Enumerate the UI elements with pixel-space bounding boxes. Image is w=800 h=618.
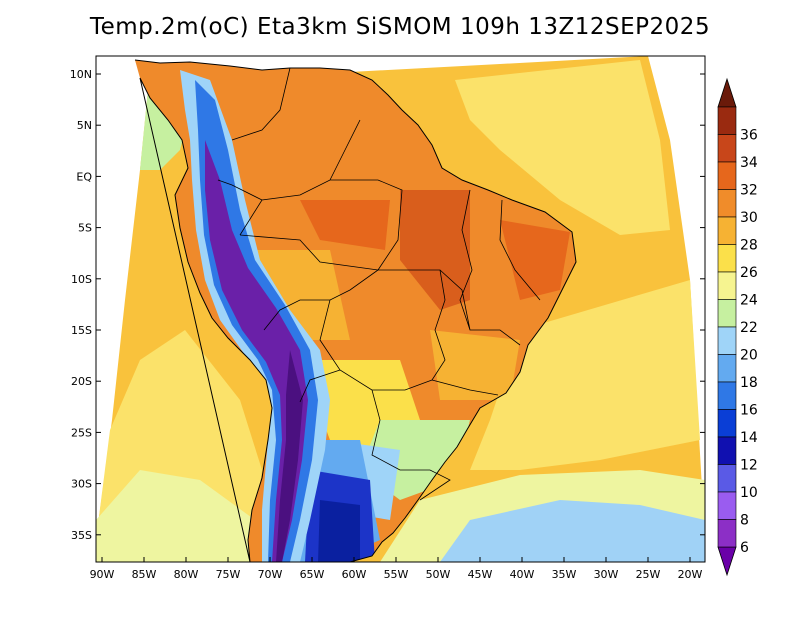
lon-tick-label: 90W bbox=[90, 568, 115, 581]
colorbar-label: 6 bbox=[740, 540, 749, 556]
lon-tick-label: 45W bbox=[468, 568, 493, 581]
colorbar-swatch bbox=[717, 271, 737, 300]
colorbar-swatch bbox=[717, 216, 737, 245]
colorbar-bottom-arrow bbox=[717, 546, 737, 577]
colorbar: 6 8 10 12 14 16 18 20 22 24 26 28 30 32 34 36 bbox=[717, 77, 758, 577]
lon-tick-label: 65W bbox=[300, 568, 325, 581]
colorbar-label: 28 bbox=[740, 238, 758, 254]
lon-tick-label: 60W bbox=[342, 568, 367, 581]
colorbar-label: 30 bbox=[740, 210, 758, 226]
lon-tick-label: 30W bbox=[594, 568, 619, 581]
lat-tick-label: 15S bbox=[71, 324, 92, 337]
lat-tick-label: 30S bbox=[71, 478, 92, 491]
ocean-cold-se bbox=[440, 500, 705, 562]
ocean-cool-south bbox=[96, 470, 255, 562]
coastline bbox=[134, 59, 577, 562]
colorbar-swatch bbox=[717, 491, 737, 520]
map-frame bbox=[95, 55, 706, 563]
lon-tick-label: 40W bbox=[510, 568, 535, 581]
colorbar-label: 26 bbox=[740, 265, 758, 281]
colorbar-label: 34 bbox=[740, 155, 758, 171]
lon-tick-label: 25W bbox=[636, 568, 661, 581]
lat-tick-label: 10N bbox=[70, 68, 92, 81]
map-title: Temp.2m(oC) Eta3km SiSMOM 109h 13Z12SEP2… bbox=[89, 14, 711, 40]
colorbar-label: 20 bbox=[740, 348, 758, 364]
colorbar-top-arrow bbox=[717, 77, 737, 108]
colorbar-label: 14 bbox=[740, 430, 758, 446]
longitude-axis: 90W 85W 80W 75W 70W 65W 60W 55W 50W 45W 40W 35W 30W 2… bbox=[90, 557, 703, 581]
lon-tick-label: 35W bbox=[552, 568, 577, 581]
colorbar-label: 32 bbox=[740, 183, 758, 199]
lat-tick-label: EQ bbox=[76, 170, 92, 183]
colorbar-swatch bbox=[717, 134, 737, 163]
lat-tick-label: 20S bbox=[71, 375, 92, 388]
lon-tick-label: 70W bbox=[258, 568, 283, 581]
colorbar-label: 18 bbox=[740, 375, 758, 391]
colorbar-label: 24 bbox=[740, 293, 758, 309]
colorbar-swatch bbox=[717, 106, 737, 135]
colorbar-swatch bbox=[717, 189, 737, 218]
lat-tick-label: 5S bbox=[78, 222, 92, 235]
colorbar-label: 10 bbox=[740, 485, 758, 501]
lon-tick-label: 85W bbox=[132, 568, 157, 581]
lon-tick-label: 55W bbox=[384, 568, 409, 581]
lon-tick-label: 20W bbox=[678, 568, 703, 581]
colorbar-label: 22 bbox=[740, 320, 758, 336]
colorbar-swatch bbox=[717, 161, 737, 190]
latitude-axis: 10N 5N EQ 5S 10S 15S 20S 25S 30S 35S bbox=[70, 68, 705, 542]
colorbar-swatch bbox=[717, 354, 737, 383]
lat-tick-label: 5N bbox=[77, 119, 92, 132]
lon-tick-label: 75W bbox=[216, 568, 241, 581]
colorbar-label: 8 bbox=[740, 513, 749, 529]
lon-tick-label: 80W bbox=[174, 568, 199, 581]
lon-tick-label: 50W bbox=[426, 568, 451, 581]
lat-tick-label: 25S bbox=[71, 426, 92, 439]
colorbar-label: 16 bbox=[740, 403, 758, 419]
ocean-mild-north bbox=[455, 60, 670, 235]
colorbar-label: 36 bbox=[740, 128, 758, 144]
colorbar-label: 12 bbox=[740, 458, 758, 474]
ocean-mild-south bbox=[470, 280, 700, 470]
lat-tick-label: 10S bbox=[71, 273, 92, 286]
colorbar-swatch bbox=[717, 244, 737, 273]
lat-tick-label: 35S bbox=[71, 529, 92, 542]
colorbar-swatch bbox=[717, 436, 737, 465]
colorbar-swatch bbox=[717, 326, 737, 355]
colorbar-swatch bbox=[717, 381, 737, 410]
country-borders bbox=[217, 67, 541, 501]
colorbar-swatch bbox=[717, 409, 737, 438]
colorbar-swatch bbox=[717, 464, 737, 493]
colorbar-swatch bbox=[717, 519, 737, 548]
colorbar-swatch bbox=[717, 299, 737, 328]
